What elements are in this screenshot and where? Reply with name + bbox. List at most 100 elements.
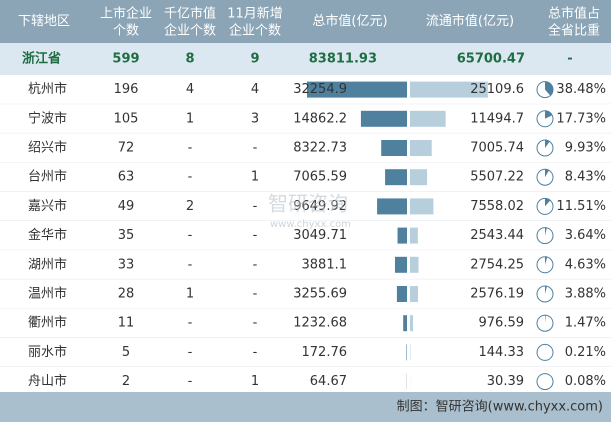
trillion: - xyxy=(188,257,193,272)
trillion: - xyxy=(188,141,193,156)
header-cell: 11月新增 xyxy=(227,6,283,22)
trillion: 2 xyxy=(186,199,194,214)
header-cell: 上市企业 xyxy=(100,6,152,22)
share: 0.08% xyxy=(565,374,606,389)
row-bg xyxy=(0,337,611,367)
new-listed: 1 xyxy=(251,374,259,389)
share: 3.88% xyxy=(565,287,606,302)
pie-slice xyxy=(545,140,550,148)
region: 丽水市 xyxy=(28,344,67,360)
total-bar xyxy=(396,286,407,302)
new-listed: - xyxy=(253,345,258,360)
total-bar xyxy=(381,140,407,156)
row-bg xyxy=(0,250,611,280)
total-value: 3255.69 xyxy=(293,287,347,302)
pie-slice xyxy=(545,110,553,119)
listed: 72 xyxy=(118,141,135,156)
float-bar xyxy=(410,110,446,127)
pie-slice xyxy=(545,227,547,236)
listed: 5 xyxy=(122,345,130,360)
region: 温州市 xyxy=(28,286,67,302)
share: 0.21% xyxy=(565,345,606,360)
trillion: 4 xyxy=(186,82,194,97)
trillion: - xyxy=(188,170,193,185)
row-bg xyxy=(0,133,611,163)
total-value: 7065.59 xyxy=(293,170,347,185)
listed: 63 xyxy=(118,170,135,185)
pie-slice xyxy=(545,256,548,265)
row-bg xyxy=(0,43,611,75)
total-bar xyxy=(360,110,407,127)
float-bar xyxy=(410,140,432,156)
share: 8.43% xyxy=(565,170,606,185)
row-bg xyxy=(0,221,611,251)
new-listed: - xyxy=(253,257,258,272)
float-value: 30.39 xyxy=(487,374,524,389)
row-bg xyxy=(0,162,611,192)
header-bg xyxy=(0,0,611,43)
total-bar xyxy=(403,315,407,332)
float-bar xyxy=(410,315,414,332)
total-value: 3049.71 xyxy=(293,228,347,243)
total-value: 83811.93 xyxy=(309,52,377,67)
float-value: 2576.19 xyxy=(470,287,524,302)
share: 9.93% xyxy=(565,141,606,156)
watermark: 智研咨询 xyxy=(268,192,348,216)
new-listed: - xyxy=(253,141,258,156)
float-value: 2543.44 xyxy=(470,228,524,243)
region: 台州市 xyxy=(28,169,67,185)
header-cell: 下辖地区 xyxy=(18,13,70,29)
listed: 33 xyxy=(118,257,135,272)
float-bar xyxy=(410,198,434,215)
region: 绍兴市 xyxy=(28,140,67,156)
listed: 11 xyxy=(118,316,135,331)
pie-slice xyxy=(545,286,547,294)
row-bg xyxy=(0,367,611,397)
total-bar xyxy=(307,81,407,98)
new-listed: - xyxy=(253,316,258,331)
row-bg xyxy=(0,279,611,309)
trillion: - xyxy=(188,228,193,243)
header-cell: 千亿市值 xyxy=(164,6,216,22)
pie-slice xyxy=(545,198,551,207)
share: 17.73% xyxy=(556,111,606,126)
share: - xyxy=(567,52,572,67)
float-value: 7005.74 xyxy=(470,141,524,156)
header-cell: 全省比重 xyxy=(548,23,600,39)
row-bg xyxy=(0,104,611,134)
float-bar xyxy=(410,286,418,302)
region: 衢州市 xyxy=(28,315,67,331)
region: 杭州市 xyxy=(28,81,67,97)
header-cell: 流通市值(亿元) xyxy=(426,13,514,29)
listed: 28 xyxy=(118,287,135,302)
share: 1.47% xyxy=(565,316,606,331)
footer-bg xyxy=(0,392,611,422)
pie-slice xyxy=(545,169,550,178)
float-value: 65700.47 xyxy=(457,52,525,67)
header-cell: 企业个数 xyxy=(229,23,281,39)
trillion: - xyxy=(188,374,193,389)
header-cell: 总市值占 xyxy=(548,6,600,22)
total-value: 3881.1 xyxy=(302,257,348,272)
listed: 49 xyxy=(118,199,135,214)
watermark-url: www.chyxx.com xyxy=(270,219,351,230)
total-value: 32254.9 xyxy=(293,82,347,97)
region: 金华市 xyxy=(28,227,67,243)
total-bar xyxy=(394,256,407,273)
float-value: 11494.7 xyxy=(470,111,524,126)
float-bar xyxy=(410,256,419,273)
region: 湖州市 xyxy=(28,256,67,272)
pie-slice xyxy=(545,81,553,96)
share: 11.51% xyxy=(556,199,606,214)
total-bar xyxy=(397,227,407,244)
trillion: - xyxy=(188,316,193,331)
new-listed: 4 xyxy=(251,82,259,97)
total-bar xyxy=(406,344,407,361)
listed: 35 xyxy=(118,228,135,243)
listed: 599 xyxy=(112,52,139,67)
share: 38.48% xyxy=(556,82,606,97)
total-bar xyxy=(377,198,407,215)
new-listed: 1 xyxy=(251,170,259,185)
total-value: 1232.68 xyxy=(293,316,347,331)
